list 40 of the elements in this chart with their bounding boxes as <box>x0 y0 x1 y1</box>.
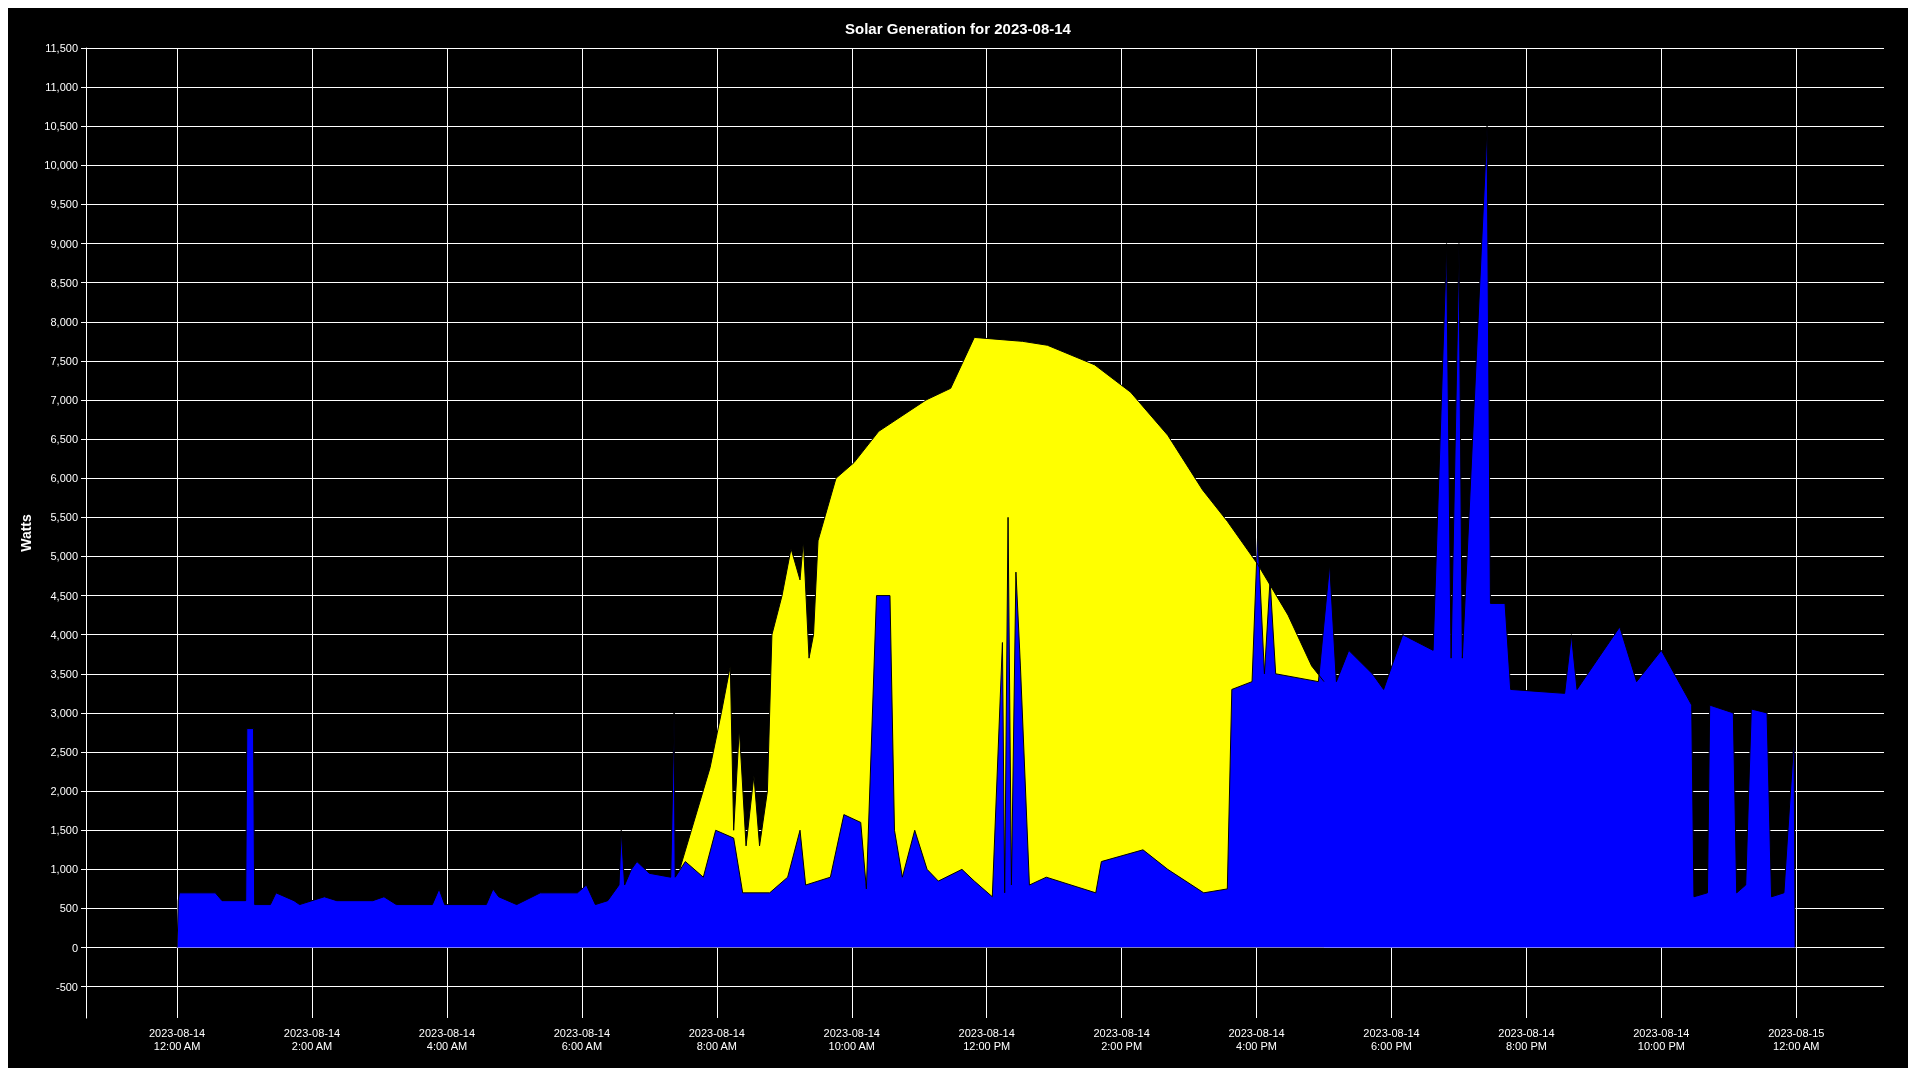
x-tick-label: 2023-08-14 8:00 AM <box>688 1026 745 1052</box>
x-tick-label: 2023-08-14 12:00 AM <box>148 1026 206 1052</box>
x-tick-label: 2023-08-15 12:00 AM <box>1768 1026 1825 1052</box>
y-tick-label: 9,500 <box>50 198 78 211</box>
y-tick-label: 500 <box>59 902 78 915</box>
y-tick-label: 6,000 <box>50 472 78 485</box>
y-tick-label: 1,000 <box>50 863 78 876</box>
y-tick-label: 4,500 <box>50 589 78 602</box>
x-tick-label: 2023-08-14 10:00 AM <box>823 1026 880 1052</box>
y-tick-label: 10,000 <box>44 159 78 172</box>
y-tick-label: 4,000 <box>50 628 78 641</box>
x-tick-label: 2023-08-14 10:00 PM <box>1633 1026 1690 1052</box>
y-tick-label: 5,000 <box>50 550 78 563</box>
y-axis-title: Watts <box>18 513 35 552</box>
x-tick-label: 2023-08-14 4:00 AM <box>418 1026 476 1052</box>
x-tick-label: 2023-08-14 6:00 AM <box>553 1026 611 1052</box>
y-tick-label: 0 <box>71 941 78 954</box>
y-tick-label: 7,500 <box>50 354 78 367</box>
x-tick-label: 2023-08-14 4:00 PM <box>1228 1026 1285 1052</box>
y-tick-label: 9,000 <box>50 237 78 250</box>
y-tick-label: 3,500 <box>50 667 78 680</box>
x-tick-label: 2023-08-14 2:00 AM <box>283 1026 341 1052</box>
y-tick-label: 1,500 <box>50 824 78 837</box>
y-tick-label: 8,500 <box>50 276 78 289</box>
y-tick-label: 11,000 <box>45 81 78 94</box>
y-tick-label: 2,500 <box>50 746 78 759</box>
x-tick-label: 2023-08-14 8:00 PM <box>1498 1026 1555 1052</box>
x-tick-label: 2023-08-14 12:00 PM <box>958 1026 1015 1052</box>
y-tick-label: 2,000 <box>50 785 78 798</box>
y-tick-label: 7,000 <box>50 394 78 407</box>
y-tick-label: -500 <box>55 980 78 993</box>
chart-title: Solar Generation for 2023-08-14 <box>845 20 1072 37</box>
y-tick-label: 6,500 <box>50 433 78 446</box>
y-tick-label: 10,500 <box>44 120 78 133</box>
y-tick-label: 8,000 <box>50 315 78 328</box>
y-tick-label: 11,500 <box>45 42 78 54</box>
x-tick-label: 2023-08-14 6:00 PM <box>1363 1026 1420 1052</box>
x-tick-label: 2023-08-14 2:00 PM <box>1093 1026 1150 1052</box>
y-tick-label: 3,000 <box>50 706 78 719</box>
y-tick-label: 5,500 <box>50 511 78 524</box>
